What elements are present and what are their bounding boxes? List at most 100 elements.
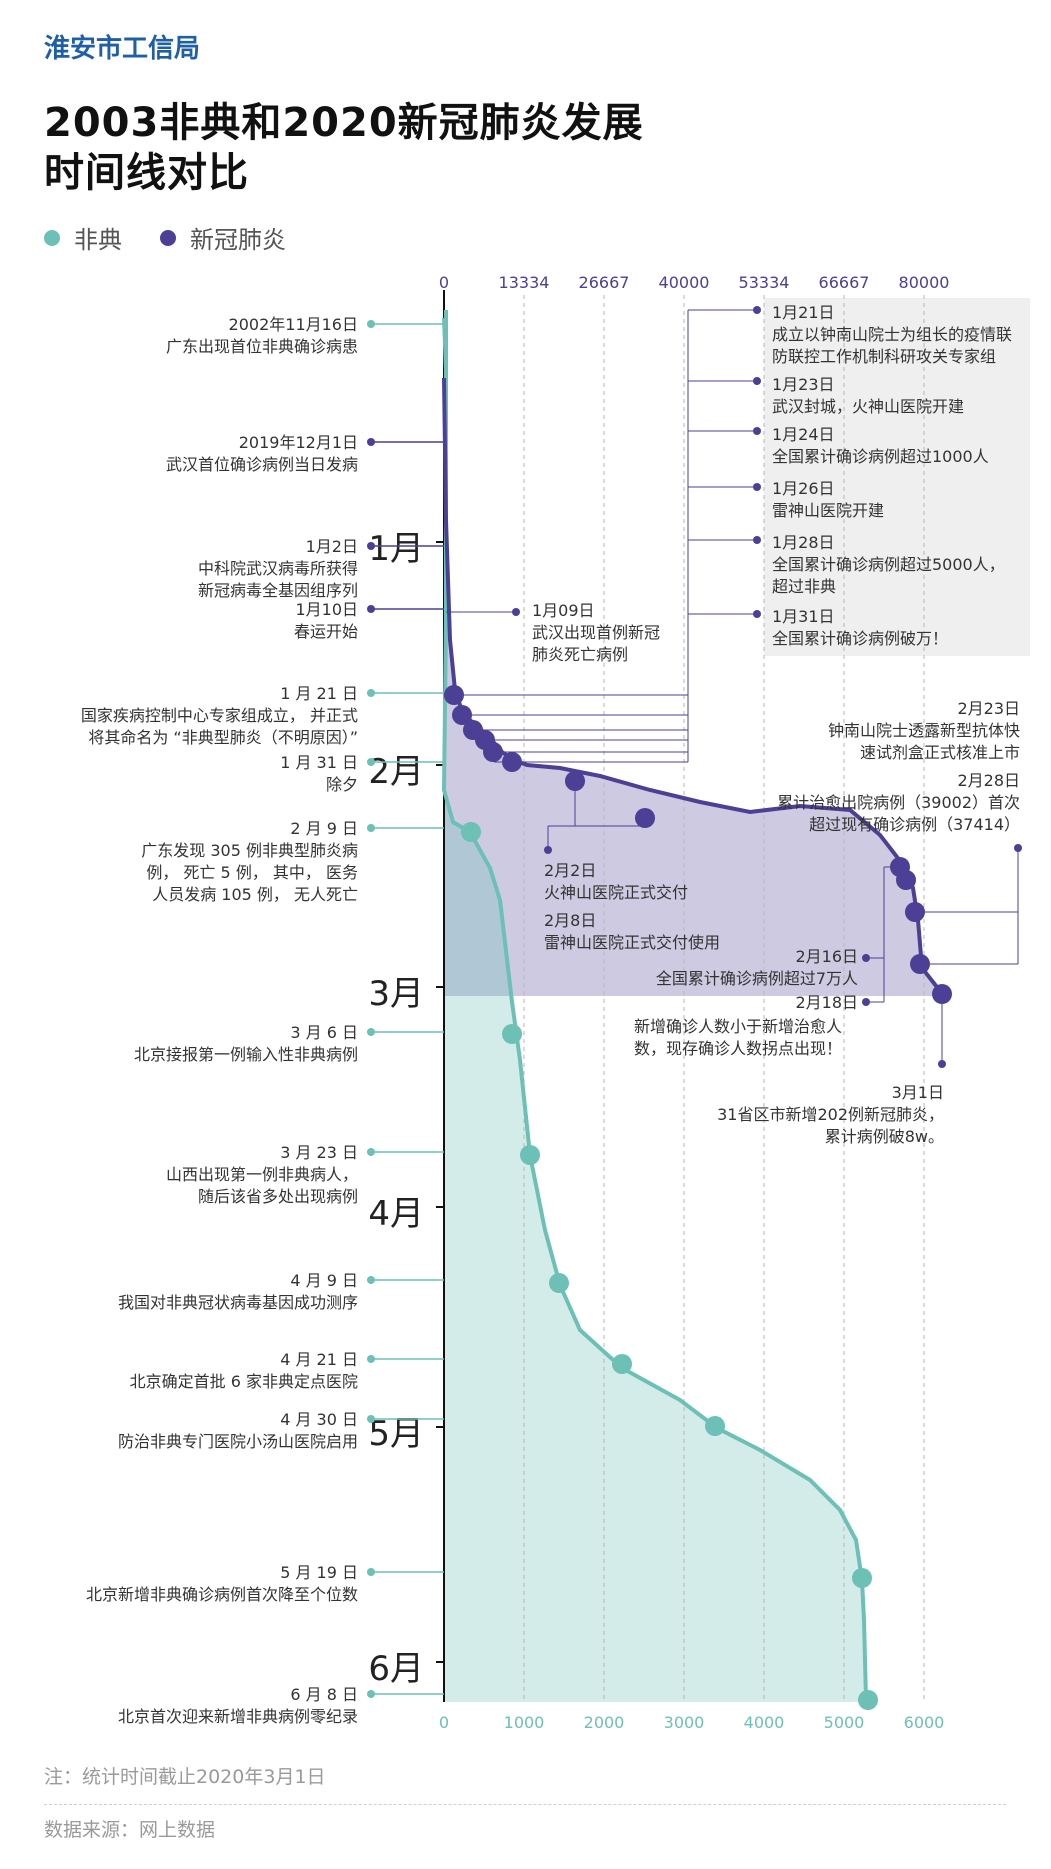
page-title: 2003非典和2020新冠肺炎发展 (44, 100, 644, 146)
event-text-left: 广东发现 305 例非典型肺炎病例， 死亡 5 例， 其中， 医务人员发病 10… (141, 841, 358, 904)
covid-point (896, 870, 916, 890)
event-text-mid: 雷神山医院正式交付使用 (544, 933, 720, 952)
event-text-left: 中科院武汉病毒所获得新冠病毒全基因组序列 (198, 559, 358, 600)
legend-dot-sars (44, 229, 60, 246)
box-event-date: 1月28日 (772, 533, 835, 552)
bottom-axis-tick: 0 (439, 1713, 449, 1732)
event-marker-mid (544, 846, 552, 854)
covid-point (635, 808, 655, 828)
sars-point (502, 1024, 522, 1044)
month-label: 4月 (368, 1194, 424, 1234)
footer-divider (44, 1804, 1006, 1805)
event-text-mid: 累计治愈出院病例（39002）首次超过现有确诊病例（37414） (777, 793, 1020, 834)
event-date-mid: 2月18日 (795, 993, 858, 1012)
event-text-left: 北京新增非典确诊病例首次降至个位数 (86, 1585, 358, 1604)
event-marker-mid (862, 954, 870, 962)
top-axis-tick: 80000 (899, 273, 950, 292)
event-date-mid: 2月23日 (957, 699, 1020, 718)
box-event-text: 全国累计确诊病例超过5000人，超过非典 (772, 555, 1005, 596)
event-date-left: 1月10日 (295, 600, 358, 619)
box-event-text: 雷神山医院开建 (772, 501, 884, 520)
event-date-left: 2019年12月1日 (239, 433, 358, 452)
legend-label-covid: 新冠肺炎 (190, 226, 286, 254)
event-text-mid: 全国累计确诊病例超过7万人 (656, 969, 858, 988)
event-date-left: 3 月 6 日 (290, 1023, 358, 1042)
box-event-date: 1月21日 (772, 303, 835, 322)
box-event-text: 武汉封城，火神山医院开建 (772, 397, 964, 416)
event-date-left: 1 月 31 日 (280, 753, 358, 772)
page-title-line2: 时间线对比 (44, 150, 249, 196)
event-marker-mid (512, 608, 520, 616)
top-axis-tick: 0 (439, 273, 449, 292)
event-text-left: 除夕 (326, 775, 358, 794)
bottom-axis-tick: 4000 (744, 1713, 785, 1732)
org-name: 淮安市工信局 (44, 34, 201, 64)
event-text-left: 防治非典专门医院小汤山医院启用 (118, 1432, 358, 1451)
top-axis-tick: 66667 (819, 273, 870, 292)
covid-connector-dot (753, 377, 761, 385)
box-event-date: 1月23日 (772, 375, 835, 394)
event-text-left: 我国对非典冠状病毒基因成功测序 (118, 1293, 358, 1312)
top-axis-tick: 40000 (659, 273, 710, 292)
box-event-date: 1月24日 (772, 425, 835, 444)
event-text-left: 北京接报第一例输入性非典病例 (134, 1045, 358, 1064)
sars-line-top (442, 317, 448, 371)
footnote: 注：统计时间截止2020年3月1日 (44, 1766, 326, 1788)
covid-connector-dot (753, 483, 761, 491)
covid-connector-dot (753, 536, 761, 544)
event-text-left: 武汉首位确诊病例当日发病 (166, 455, 358, 474)
event-text-left: 广东出现首位非典确诊病患 (166, 337, 358, 356)
bottom-axis-tick: 5000 (824, 1713, 865, 1732)
event-marker-mid (938, 1060, 946, 1068)
event-text-mid: 新增确诊人数小于新增治愈人数，现存确诊人数拐点出现！ (634, 1017, 842, 1058)
top-axis-tick: 26667 (579, 273, 630, 292)
month-label: 5月 (368, 1414, 424, 1454)
sars-point (461, 822, 481, 842)
covid-event-box (764, 298, 1030, 656)
month-label: 6月 (368, 1649, 424, 1689)
sars-area (444, 320, 866, 1702)
sars-point (705, 1416, 725, 1436)
legend-item-sars: 非典 (44, 220, 122, 255)
event-date-left: 3 月 23 日 (280, 1143, 358, 1162)
event-date-mid: 2月16日 (795, 947, 858, 966)
sars-point (549, 1273, 569, 1293)
event-date-left: 2002年11月16日 (229, 315, 358, 334)
box-event-date: 1月31日 (772, 607, 835, 626)
sars-point (852, 1568, 872, 1588)
bottom-axis-tick: 3000 (664, 1713, 705, 1732)
covid-connector-dot (753, 610, 761, 618)
event-date-mid: 2月2日 (544, 861, 596, 880)
event-text-mid: 31省区市新增202例新冠肺炎，累计病例破8w。 (717, 1105, 944, 1146)
top-axis-tick: 53334 (739, 273, 790, 292)
box-event-date: 1月26日 (772, 479, 835, 498)
bottom-axis-tick: 6000 (904, 1713, 945, 1732)
month-label: 3月 (368, 974, 424, 1014)
event-date-left: 4 月 30 日 (280, 1410, 358, 1429)
event-text-left: 春运开始 (294, 622, 358, 641)
event-date-left: 4 月 21 日 (280, 1350, 358, 1369)
top-axis-tick: 13334 (499, 273, 550, 292)
bottom-axis-tick: 1000 (504, 1713, 545, 1732)
event-marker-mid (1014, 844, 1022, 852)
month-label: 1月 (368, 529, 424, 569)
sars-point (520, 1145, 540, 1165)
event-text-left: 国家疾病控制中心专家组成立， 并正式将其命名为 “非典型肺炎（不明原因）” (81, 706, 358, 747)
covid-connector-dot (753, 306, 761, 314)
box-event-text: 全国累计确诊病例超过1000人 (772, 447, 989, 466)
bottom-axis-tick: 2000 (584, 1713, 625, 1732)
box-event-text: 成立以钟南山院士为组长的疫情联防联控工作机制科研攻关专家组 (772, 325, 1012, 366)
event-text-mid: 火神山医院正式交付 (544, 883, 688, 902)
event-date-left: 1月2日 (306, 537, 358, 556)
event-date-mid: 3月1日 (892, 1083, 944, 1102)
event-text-left: 北京首次迎来新增非典病例零纪录 (118, 1707, 358, 1726)
event-date-mid: 1月09日 (532, 601, 595, 620)
event-text-left: 山西出现第一例非典病人，随后该省多处出现病例 (166, 1165, 358, 1206)
box-event-text: 全国累计确诊病例破万！ (772, 629, 948, 648)
month-label: 2月 (368, 752, 424, 792)
event-date-left: 1 月 21 日 (280, 684, 358, 703)
event-date-left: 2 月 9 日 (290, 819, 358, 838)
event-text-mid: 武汉出现首例新冠肺炎死亡病例 (532, 623, 660, 664)
event-date-mid: 2月8日 (544, 911, 596, 930)
